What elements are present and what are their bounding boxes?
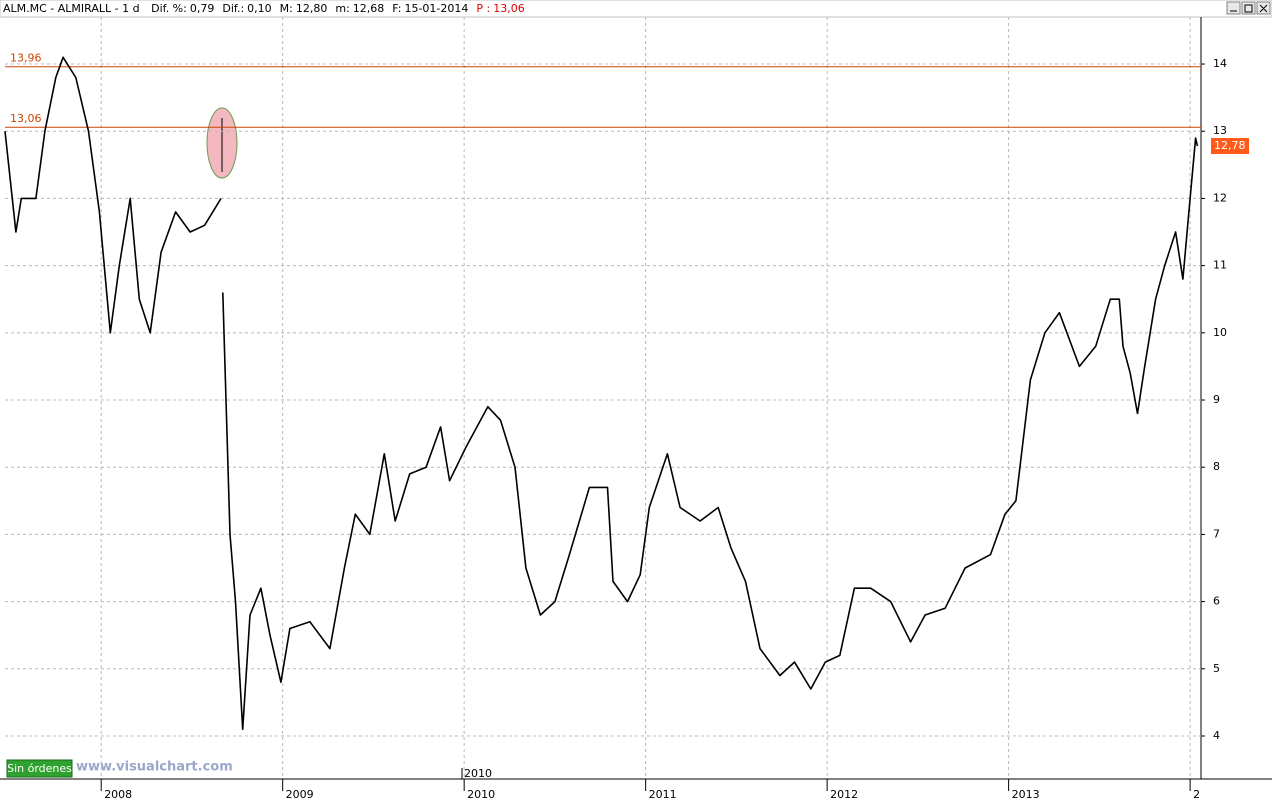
y-tick-label: 11 [1213, 259, 1227, 272]
x-tick-label: 2013 [1012, 788, 1040, 801]
header-title: ALM.MC - ALMIRALL - 1 d [3, 2, 140, 15]
y-tick-label: 12 [1213, 191, 1227, 204]
x-tick-label: 2012 [830, 788, 858, 801]
minimize-button[interactable] [1226, 1, 1241, 15]
y-tick-label: 13 [1213, 124, 1227, 137]
header-field-label: F: [392, 2, 401, 15]
header-field-label: M: [280, 2, 293, 15]
header-price-label: P : [476, 2, 490, 15]
header-field-value: 15-01-2014 [404, 2, 468, 15]
x-tick-label: 2009 [286, 788, 314, 801]
header-field-label: m: [335, 2, 349, 15]
y-tick-label: 7 [1213, 527, 1220, 540]
price-line [4, 56, 1199, 731]
x-tick-label: 2010 [467, 788, 495, 801]
orders-button[interactable] [6, 759, 73, 778]
header-field-value: 0,10 [247, 2, 272, 15]
header-field-value: 12,80 [296, 2, 328, 15]
header: ALM.MC - ALMIRALL - 1 d Dif. %: 0,79 Dif.:… [3, 2, 525, 15]
header-price-value: 13,06 [493, 2, 525, 15]
y-tick-label: 10 [1213, 326, 1227, 339]
x-tick-label: 2008 [104, 788, 132, 801]
orders-button-label[interactable]: Sin órdenes [7, 762, 72, 775]
x-tick-label: 2 [1193, 788, 1200, 801]
header-field-value: 12,68 [353, 2, 385, 15]
y-tick-label: 4 [1213, 729, 1220, 742]
header-bar [0, 0, 1272, 18]
watermark: www.visualchart.com [76, 760, 233, 775]
window-buttons [1226, 1, 1271, 15]
last-price-box [1211, 138, 1249, 155]
x-tick-label: 2011 [649, 788, 677, 801]
y-tick-label: 14 [1213, 57, 1227, 70]
header-field-label: Dif.: [222, 2, 244, 15]
header-field-label: Dif. %: [151, 2, 187, 15]
cursor-label: 2010 [464, 767, 492, 780]
last-price-label: 12,78 [1214, 139, 1246, 152]
level-label: 13,96 [10, 52, 42, 65]
y-tick-label: 9 [1213, 393, 1220, 406]
level-label: 13,06 [10, 112, 42, 125]
button-glyphs [1230, 4, 1268, 13]
y-tick-label: 5 [1213, 662, 1220, 675]
header-field-value: 0,79 [190, 2, 215, 15]
y-tick-label: 8 [1213, 460, 1220, 473]
y-tick-label: 6 [1213, 595, 1220, 608]
